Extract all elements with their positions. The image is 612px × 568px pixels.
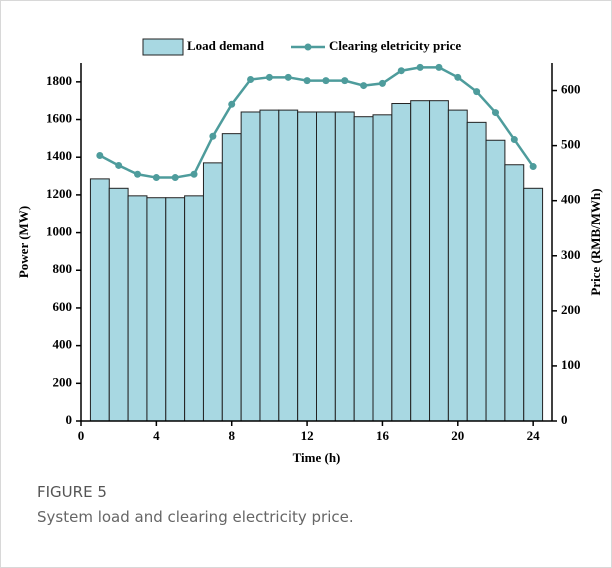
price-marker	[378, 79, 386, 87]
price-marker	[96, 152, 104, 160]
bar	[165, 197, 186, 422]
price-marker	[284, 73, 292, 81]
price-marker	[454, 73, 462, 81]
legend-label: Clearing eletricity price	[329, 38, 461, 53]
price-marker	[247, 76, 255, 84]
y2-tick-label: 400	[561, 192, 581, 207]
price-marker	[529, 163, 537, 171]
price-marker	[473, 88, 481, 96]
bar	[391, 103, 412, 422]
x-tick-label: 8	[228, 428, 235, 443]
price-marker	[510, 136, 518, 144]
y-tick-label: 0	[66, 412, 73, 427]
bar	[504, 164, 525, 422]
price-marker	[360, 82, 368, 90]
price-marker	[397, 67, 405, 75]
price-marker	[416, 63, 424, 71]
y2-axis-label: Price (RMB/MWh)	[588, 188, 603, 295]
y-tick-label: 800	[53, 261, 73, 276]
bar	[466, 121, 487, 422]
x-tick-label: 16	[376, 428, 390, 443]
bar	[334, 111, 355, 422]
price-marker	[435, 63, 443, 71]
x-tick-label: 20	[451, 428, 464, 443]
price-marker	[228, 100, 236, 108]
price-marker	[303, 77, 311, 85]
y2-tick-label: 100	[561, 357, 581, 372]
legend-marker	[304, 43, 312, 51]
bar	[372, 114, 393, 422]
price-marker	[115, 161, 123, 169]
price-marker	[171, 174, 179, 182]
figure-label: FIGURE 5	[37, 483, 107, 501]
x-tick-label: 0	[78, 428, 85, 443]
bar	[316, 111, 336, 422]
legend-swatch	[142, 38, 184, 56]
bar	[184, 195, 204, 422]
y-tick-label: 1200	[46, 186, 72, 201]
bar	[278, 109, 299, 422]
bar	[447, 109, 468, 422]
bar	[259, 109, 280, 422]
bar	[240, 111, 261, 422]
x-tick-label: 12	[301, 428, 314, 443]
legend-label: Load demand	[187, 38, 265, 53]
y-tick-label: 600	[53, 299, 73, 314]
bar	[108, 187, 129, 422]
bar	[127, 195, 148, 422]
bar	[353, 116, 374, 422]
y-axis-label: Power (MW)	[16, 206, 31, 278]
price-marker	[152, 174, 160, 182]
bar	[410, 100, 431, 422]
price-marker	[134, 170, 142, 178]
bar	[202, 162, 223, 422]
y-tick-label: 1800	[46, 73, 72, 88]
x-axis-label: Time (h)	[293, 450, 341, 465]
y-tick-label: 1000	[46, 224, 72, 239]
bar	[297, 111, 318, 422]
y2-tick-label: 300	[561, 247, 581, 262]
x-tick-label: 4	[153, 428, 160, 443]
bar	[429, 100, 449, 422]
y2-tick-label: 0	[561, 412, 568, 427]
y-tick-label: 200	[53, 374, 73, 389]
price-marker	[190, 170, 198, 178]
y-tick-label: 400	[53, 337, 73, 352]
bar	[146, 197, 167, 422]
bar	[89, 178, 110, 422]
y-tick-label: 1600	[46, 111, 72, 126]
price-marker	[491, 109, 499, 117]
price-marker	[209, 132, 217, 140]
price-marker	[322, 77, 330, 85]
bar	[523, 187, 544, 422]
x-tick-label: 24	[527, 428, 541, 443]
y-tick-label: 1400	[46, 148, 72, 163]
y2-tick-label: 200	[561, 302, 581, 317]
y2-tick-label: 600	[561, 82, 581, 97]
chart: 0200400600800100012001400160018000100200…	[16, 38, 603, 465]
price-marker	[341, 77, 349, 85]
y2-tick-label: 500	[561, 137, 581, 152]
figure-caption: System load and clearing electricity pri…	[37, 508, 354, 526]
bar	[485, 139, 506, 422]
bar	[221, 133, 242, 422]
price-marker	[265, 73, 273, 81]
